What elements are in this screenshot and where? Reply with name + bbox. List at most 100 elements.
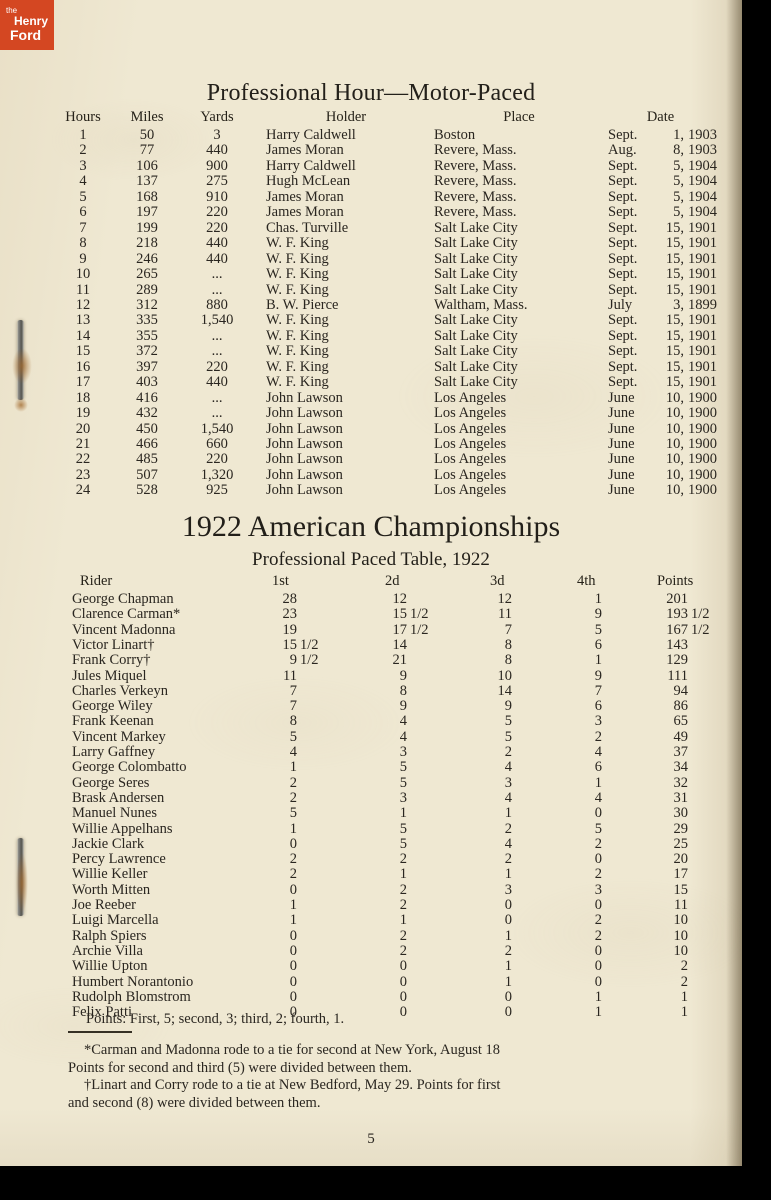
cell-place: Los Angeles [434,405,507,422]
table-row: 18 416... John Lawson Los Angeles June 10, 190… [0,389,742,406]
cell-first: 5 [289,728,297,745]
cell-date-day: 15, [665,374,684,391]
cell-second: 0 [399,958,407,975]
column-header-rider: Rider [80,573,113,589]
cell-yards: ... [211,343,223,360]
footnote-line: and second (8) were divided between them… [68,1094,321,1111]
cell-date-month: Sept. [608,219,638,236]
cell-date-month: Sept. [608,188,638,205]
cell-date-month: June [608,405,635,422]
cell-date-month: Sept. [608,250,638,267]
cell-holder: W. F. King [266,235,329,252]
cell-miles: 246 [136,250,158,267]
cell-place: Revere, Mass. [434,142,517,159]
cell-fourth: 2 [594,927,602,944]
cell-miles: 312 [136,296,158,313]
cell-miles: 466 [136,436,158,452]
cell-hours: 3 [79,157,87,174]
cell-first: 2 [289,851,297,868]
cell-fourth: 0 [594,973,602,990]
cell-date-month: Sept. [608,127,638,143]
cell-fourth: 4 [594,744,602,760]
cell-date-month: Sept. [608,204,638,221]
cell-second: 9 [399,667,407,684]
cell-miles: 432 [136,405,158,422]
cell-date-year: 1901 [688,374,717,391]
cell-miles: 416 [136,389,158,406]
cell-third: 1 [504,958,512,975]
cell-third: 0 [504,988,512,1005]
cell-third: 0 [504,897,512,913]
cell-place: Salt Lake City [434,374,518,391]
column-header-third: 3d [490,573,505,589]
cell-points: 94 [673,682,689,699]
cell-date-day: 15, [665,266,684,283]
cell-hours: 5 [79,188,87,205]
cell-third: 1 [504,973,512,990]
cell-hours: 12 [75,296,91,313]
cell-date-year: 1901 [688,219,717,236]
cell-fourth: 1 [594,591,602,607]
cell-holder: John Lawson [266,482,343,499]
cell-hours: 7 [79,219,87,236]
table-row: 5 168 910 James Moran Revere, Mass. Sept. 5, 19… [0,188,742,205]
table-row: Jackie Clark 0 5 4 2 25 [0,836,742,852]
cell-third: 12 [497,591,513,607]
cell-second: 1 [399,912,407,929]
cell-yards: 440 [206,142,228,159]
table-row: Archie Villa 0 2 2 0 10 [0,942,742,959]
table-row: Joe Reeber 1 2 0 0 11 [0,897,742,913]
cell-points: 10 [673,912,689,929]
cell-second: 17 [392,621,408,638]
professional-paced-points-table: Rider 1st 2d 3d 4th Points George Chapma… [0,573,742,1020]
cell-holder: W. F. King [266,358,329,375]
cell-rider: Frank Corry† [72,652,151,669]
cell-hours: 23 [75,466,91,483]
cell-fourth: 9 [594,606,602,623]
cell-yards: 1,320 [200,466,234,483]
cell-hours: 8 [79,235,87,252]
cell-rider: Percy Lawrence [72,851,166,868]
cell-date-year: 1901 [688,281,717,298]
cell-fourth: 0 [594,851,602,868]
table-row: Rudolph Blomstrom 0 0 0 1 1 [0,988,742,1005]
table-row: 3 106 900 Harry Caldwell Revere, Mass. Sept. 5… [0,157,742,174]
table-row: Clarence Carman* 23 15 1/2 11 9 193 1/2 [0,606,742,623]
column-header-points: Points [657,573,694,589]
cell-points: 11 [674,897,688,913]
championships-title: 1922 American Championships [181,510,561,543]
cell-date-month: Sept. [608,312,638,329]
cell-yards: 880 [206,296,228,313]
table-row: 24 528 925 John Lawson Los Angeles June 10, 190… [0,482,742,499]
cell-hours: 4 [79,173,87,190]
cell-fourth: 4 [594,789,602,806]
cell-points: 10 [673,927,689,944]
cell-yards: 1,540 [200,312,234,329]
cell-third: 3 [504,881,512,898]
cell-points: 201 [666,591,688,607]
cell-points: 15 [673,881,689,898]
table-row: 1 50 3 Harry Caldwell Boston Sept. 1, 1903 [0,127,742,143]
cell-third: 11 [498,606,512,623]
cell-second: 0 [399,973,407,990]
footnote-rule [68,1031,132,1033]
cell-date-month: Sept. [608,173,638,190]
page-number: 5 [367,1131,375,1147]
cell-date-year: 1901 [688,235,717,252]
cell-third: 14 [497,682,513,699]
cell-points: 10 [673,942,689,959]
cell-yards: ... [211,281,223,298]
cell-yards: 275 [206,173,228,190]
cell-third: 2 [504,851,512,868]
cell-fourth: 1 [594,774,602,791]
table-header-row: Rider 1st 2d 3d 4th Points [0,573,742,589]
table-row: Willie Keller 2 1 1 2 17 [0,866,742,882]
cell-first: 5 [289,805,297,822]
cell-yards: 440 [206,250,228,267]
cell-second: 21 [392,652,408,669]
table-row: 15 372... W. F. King Salt Lake City Sept. 15,… [0,343,742,360]
cell-date-day: 15, [665,281,684,298]
cell-yards: 910 [206,188,228,205]
cell-holder: John Lawson [266,451,343,468]
cell-hours: 13 [75,312,91,329]
